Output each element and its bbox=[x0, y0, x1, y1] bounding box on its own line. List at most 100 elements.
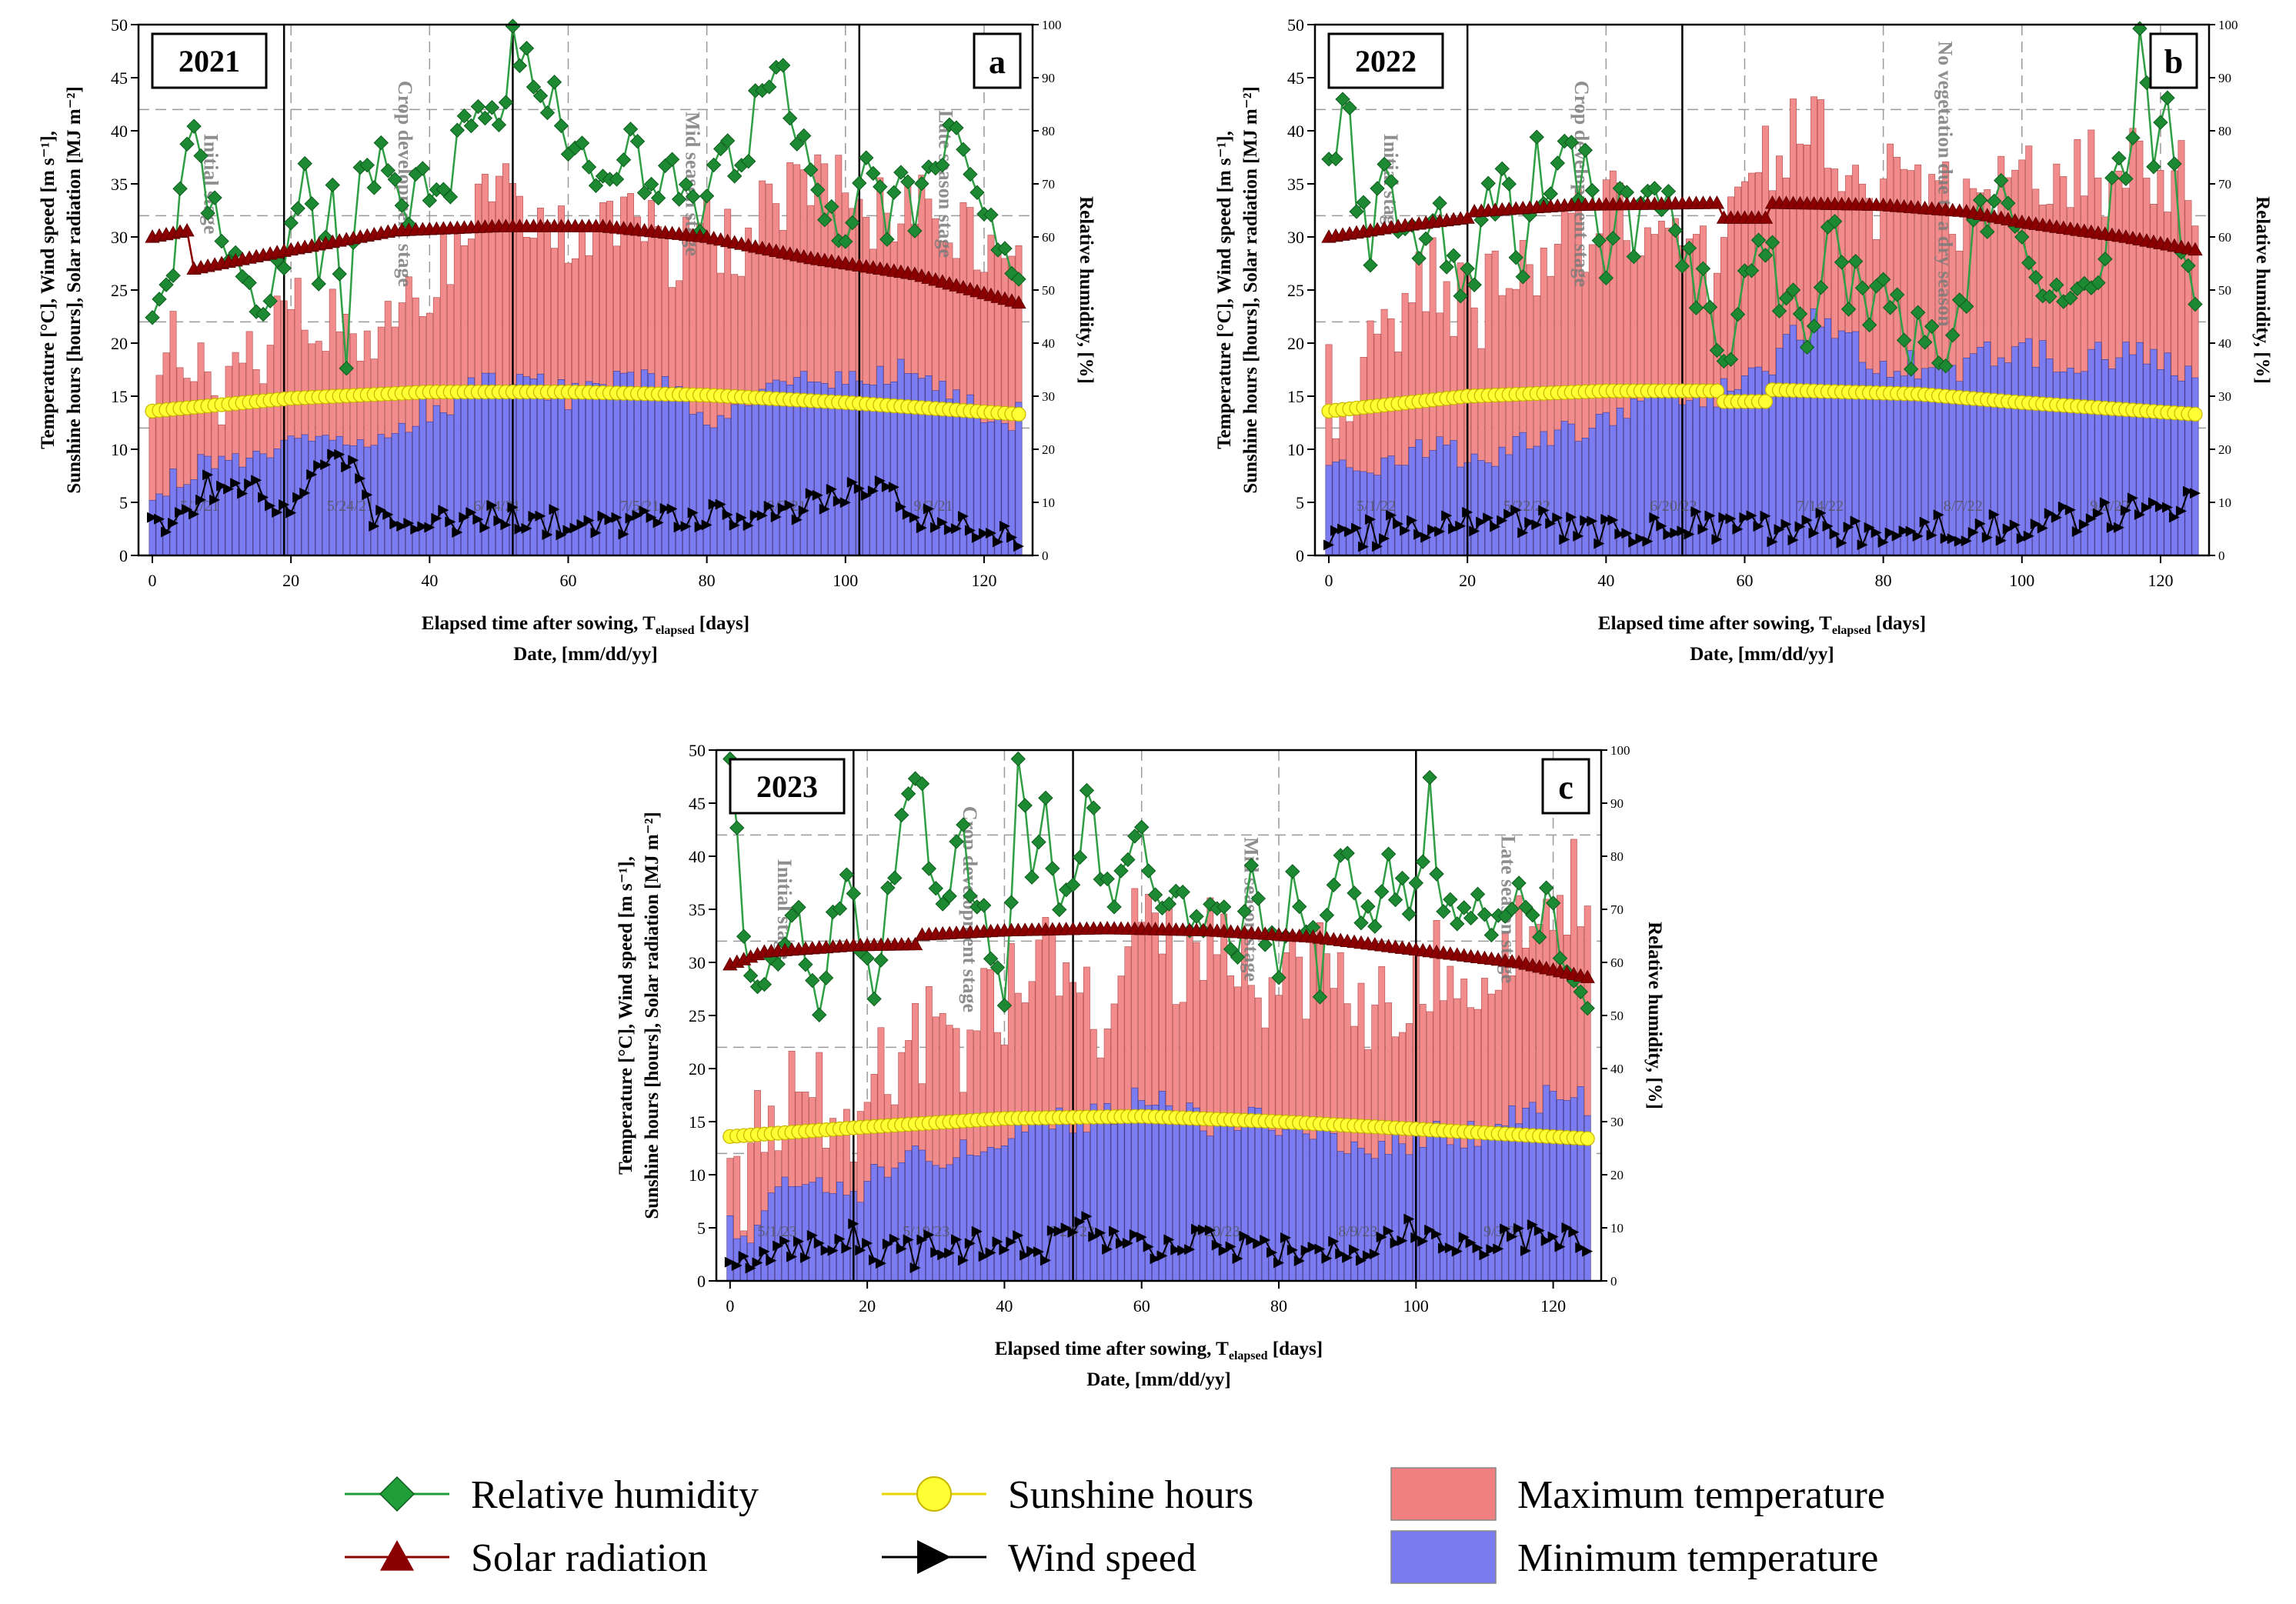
wind-speed-point bbox=[646, 512, 657, 523]
y-axis-left: 0 5 10 15 20 25 30 35 40 45 50 bbox=[689, 741, 716, 1291]
x-axis-title-main: Elapsed time after sowing, T bbox=[1598, 613, 1832, 634]
min-temp-bar bbox=[1339, 459, 1347, 556]
wind-speed-point bbox=[687, 507, 699, 519]
sunshine-hours-series bbox=[1321, 382, 2203, 422]
relative-humidity-point bbox=[1147, 887, 1163, 902]
wind-speed-point bbox=[1372, 541, 1383, 552]
min-temp-bar bbox=[662, 375, 669, 556]
wind-speed-point bbox=[841, 1242, 853, 1254]
y-tick-label: 20 bbox=[689, 1059, 706, 1079]
wind-speed-point bbox=[2120, 505, 2131, 516]
chart-panel-c: Initial stage Crop development stage Mid s… bbox=[616, 741, 1665, 1390]
min-temp-bar bbox=[1540, 431, 1547, 556]
relative-humidity-point bbox=[1450, 916, 1465, 932]
min-temp-bar bbox=[1096, 1114, 1104, 1282]
min-temp-bar bbox=[1206, 1135, 1214, 1282]
wind-speed-point bbox=[895, 501, 906, 512]
wind-speed-point bbox=[1513, 1222, 1525, 1234]
relative-humidity-point bbox=[1340, 845, 1355, 861]
wind-speed-point bbox=[327, 449, 339, 460]
relative-humidity-point bbox=[179, 136, 195, 152]
min-temp-bar bbox=[384, 437, 392, 556]
x-axis-title: Elapsed time after sowing, Telapsed [day… bbox=[995, 1339, 1323, 1362]
wind-speed-point bbox=[1434, 525, 1446, 537]
min-temp-bar bbox=[1440, 1135, 1447, 1282]
relative-humidity-point bbox=[643, 176, 659, 192]
relative-humidity-line bbox=[729, 759, 1589, 1015]
relative-humidity-point bbox=[664, 152, 680, 167]
min-temp-bar bbox=[696, 412, 704, 556]
y2-tick-label: 100 bbox=[2218, 18, 2238, 32]
wind-speed-point bbox=[2175, 505, 2187, 517]
relative-humidity-point bbox=[1525, 907, 1540, 923]
wind-speed-point bbox=[1431, 1229, 1443, 1240]
wind-speed-point bbox=[1403, 1213, 1415, 1225]
min-temp-bar bbox=[398, 422, 405, 556]
relative-humidity-point bbox=[1335, 92, 1350, 107]
relative-humidity-point bbox=[463, 118, 479, 134]
relative-humidity-point bbox=[574, 135, 590, 151]
relative-humidity-point bbox=[1134, 819, 1150, 835]
wind-speed-point bbox=[701, 519, 712, 531]
y2-tick-label: 50 bbox=[1610, 1009, 1624, 1023]
min-temp-bar bbox=[529, 378, 537, 556]
relative-humidity-point bbox=[193, 148, 209, 164]
min-temp-bar bbox=[183, 484, 191, 556]
y-tick-label: 40 bbox=[689, 847, 706, 866]
relative-humidity-point bbox=[1538, 880, 1554, 895]
min-temp-bar bbox=[467, 377, 475, 556]
wind-speed-point bbox=[1040, 1255, 1051, 1266]
wind-speed-point bbox=[902, 509, 913, 520]
wind-speed-point bbox=[743, 520, 754, 532]
wind-speed-point bbox=[1568, 1226, 1580, 1238]
relative-humidity-point bbox=[491, 117, 507, 132]
wind-speed-point bbox=[452, 527, 463, 539]
y-axis-right: 0 10 20 30 40 50 60 70 80 90 100 bbox=[1033, 18, 1062, 563]
relative-humidity-point bbox=[789, 136, 805, 152]
min-temp-bar bbox=[919, 1149, 926, 1282]
wind-speed-point bbox=[874, 475, 886, 487]
wind-speed-point bbox=[1961, 535, 1972, 547]
wind-speed-point bbox=[1531, 519, 1543, 531]
wind-speed-point bbox=[424, 522, 436, 533]
x-tick-label: 60 bbox=[559, 571, 576, 590]
relative-humidity-point bbox=[526, 79, 542, 95]
wind-speed-point bbox=[1444, 1242, 1456, 1254]
wind-speed-point bbox=[1808, 528, 1820, 539]
relative-humidity-point bbox=[1834, 255, 1850, 270]
wind-speed-point bbox=[375, 505, 387, 516]
relative-humidity-point bbox=[1326, 877, 1342, 893]
x-axis-title-units: [days] bbox=[695, 613, 750, 634]
relative-humidity-point bbox=[1840, 302, 1857, 317]
wind-speed-point bbox=[1211, 1239, 1223, 1251]
wind-speed-point bbox=[1400, 525, 1411, 536]
wind-speed-point bbox=[1815, 507, 1827, 519]
relative-humidity-point bbox=[1411, 251, 1427, 266]
wind-speed-point bbox=[853, 482, 865, 494]
min-temp-bar bbox=[2129, 354, 2137, 556]
relative-humidity-point bbox=[1605, 231, 1621, 246]
relative-humidity-point bbox=[1778, 290, 1794, 306]
min-temp-bar bbox=[1447, 1144, 1454, 1282]
wind-speed-point bbox=[729, 519, 740, 531]
relative-humidity-point bbox=[622, 122, 639, 137]
relative-humidity-point bbox=[1771, 303, 1787, 318]
wind-speed-point bbox=[916, 1234, 928, 1246]
min-temp-bar bbox=[973, 1155, 981, 1282]
relative-humidity-point bbox=[519, 41, 535, 56]
relative-humidity-point bbox=[304, 196, 319, 212]
wind-speed-point bbox=[1351, 522, 1363, 534]
relative-humidity-point bbox=[1563, 135, 1579, 150]
min-temp-bar bbox=[863, 1181, 871, 1282]
relative-humidity-point bbox=[1408, 875, 1424, 891]
relative-humidity-point bbox=[629, 133, 646, 149]
y-tick-label: 35 bbox=[689, 900, 706, 919]
min-temp-bar bbox=[1213, 1112, 1221, 1282]
wind-speed-point bbox=[147, 512, 159, 523]
relative-humidity-point bbox=[1010, 751, 1026, 767]
solar-radiation-series bbox=[145, 218, 1026, 309]
relative-humidity-point bbox=[1271, 970, 1286, 985]
y-axis-left: 0 5 10 15 20 25 30 35 40 45 50 bbox=[111, 15, 138, 565]
wind-speed-point bbox=[299, 487, 311, 499]
wind-speed-point bbox=[1794, 521, 1806, 532]
